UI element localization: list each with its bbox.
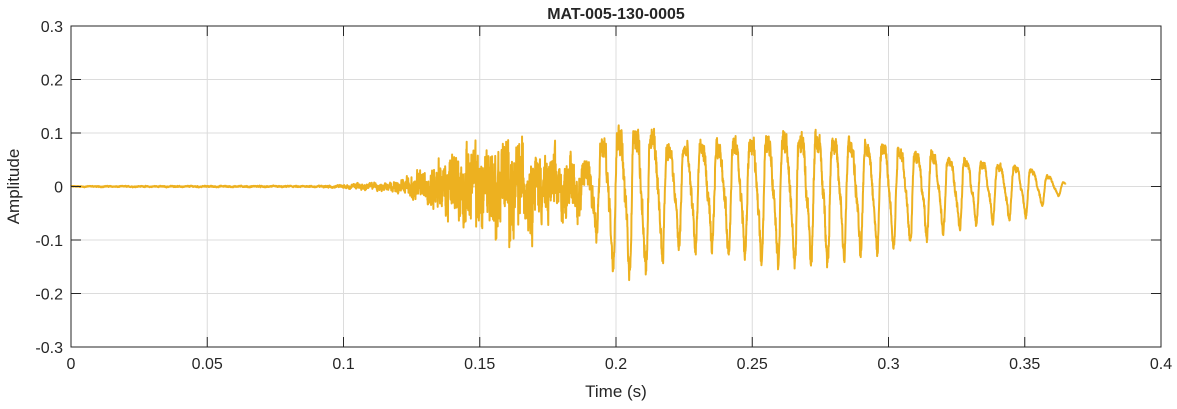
x-tick-label: 0.25 [737, 356, 768, 373]
x-tick-label: 0.15 [464, 356, 495, 373]
chart-title: MAT-005-130-0005 [547, 6, 685, 23]
x-tick-label: 0.35 [1009, 356, 1040, 373]
waveform-series-line [70, 124, 1067, 282]
y-tick-label: -0.1 [35, 233, 63, 250]
x-tick-label: 0.2 [605, 356, 627, 373]
y-axis-label: Amplitude [4, 149, 23, 225]
y-tick-label: 0 [54, 180, 63, 197]
x-axis-label: Time (s) [585, 382, 647, 401]
y-tick-label: 0.2 [41, 73, 63, 90]
x-tick-label: 0 [67, 356, 76, 373]
y-tick-label: 0.1 [41, 126, 63, 143]
y-tick-label: -0.3 [35, 340, 63, 357]
x-tick-label: 0.1 [332, 356, 354, 373]
x-tick-label: 0.3 [877, 356, 899, 373]
y-tick-label: -0.2 [35, 287, 63, 304]
y-tick-label: 0.3 [41, 19, 63, 36]
x-tick-label: 0.4 [1150, 356, 1172, 373]
x-tick-label: 0.05 [192, 356, 223, 373]
